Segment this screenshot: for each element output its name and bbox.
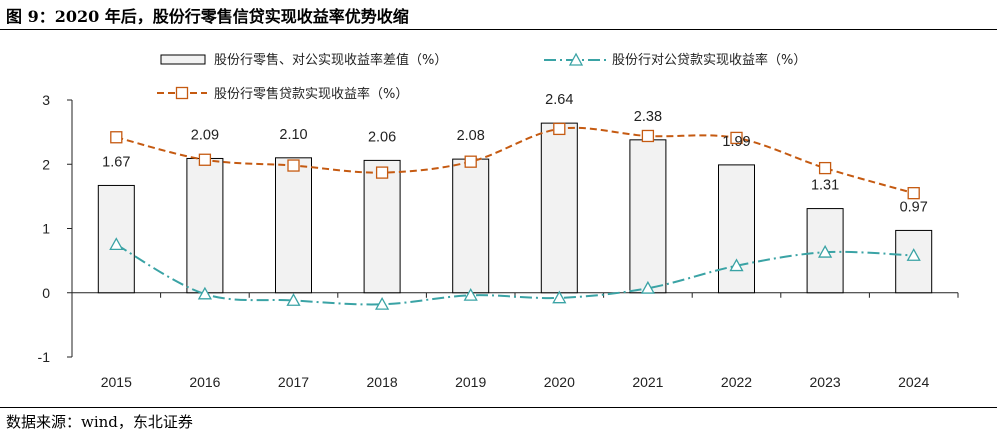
bar [718,164,755,294]
bar [629,139,667,294]
legend-label-diff: 股份行零售、对公实现收益率差值（%） [214,52,447,68]
triangle-marker [906,248,921,261]
chart: 股份行零售、对公实现收益率差值（%） 股份行对公贷款实现收益率（%） 股份行零售贷款… [38,52,959,390]
bar-value-label: 1.67 [102,154,130,170]
bar-value-label: 2.09 [191,127,219,143]
x-tick-label: 2016 [189,374,220,390]
square-marker [287,159,300,172]
bar [186,157,224,294]
y-tick-label: 1 [42,221,50,237]
square-marker [110,131,123,144]
y-tick-label: -1 [38,349,51,365]
x-tick-label: 2021 [632,374,663,390]
x-tick-label: 2020 [544,374,575,390]
bar-value-label: 1.31 [811,178,839,194]
y-tick-label: 3 [42,92,50,108]
bar [895,229,933,294]
square-marker [818,161,832,175]
bar [540,122,578,294]
square-marker [730,131,743,145]
triangle-marker [463,287,478,301]
triangle-marker [552,290,567,304]
x-tick-label: 2015 [101,374,132,390]
y-tick-label: 2 [42,156,50,172]
legend-label-retail: 股份行零售贷款实现收益率（%） [214,86,408,102]
chart-legend: 股份行零售、对公实现收益率差值（%） 股份行对公贷款实现收益率（%） 股份行零售贷款… [157,52,806,102]
corporate-yield-line [115,243,914,306]
x-tick-label: 2022 [721,374,752,390]
square-marker [198,153,212,166]
triangle-marker [197,286,213,300]
bar [452,158,490,294]
legend-label-corporate: 股份行对公贷款实现收益率（%） [612,52,806,68]
triangle-marker [729,258,744,272]
bar [363,159,401,294]
bar-series [97,122,933,294]
x-tick-label: 2018 [367,374,398,390]
source-note: 数据来源：wind，东北证券 [6,413,193,431]
square-marker [907,187,920,200]
data-labels: 1.67 2.09 2.10 2.06 2.08 2.64 2.38 1.99 1.31 0.97 [102,92,928,215]
square-marker [641,129,655,143]
top-rule [0,29,997,30]
triangle-marker [374,296,390,310]
triangle-marker [817,244,833,258]
legend-square-icon [175,86,189,100]
bottom-rule [0,407,997,408]
bar-value-label: 2.06 [368,129,396,145]
bar-value-label: 2.08 [457,128,485,144]
retail-yield-line [116,126,914,195]
x-tick-label: 2024 [898,374,929,390]
x-tick-label: 2019 [455,374,486,390]
figure-title: 图 9：2020 年后，股份行零售信贷实现收益率优势收缩 [6,7,409,26]
bar-value-label: 2.38 [634,109,662,125]
triangle-marker [286,293,301,306]
square-marker [553,122,566,136]
x-tick-label: 2017 [278,374,309,390]
legend-triangle-icon [568,52,584,66]
triangle-marker [109,237,124,251]
triangle-marker [640,280,656,294]
square-marker [464,155,477,168]
square-marker [375,166,389,179]
bar-value-label: 2.64 [545,92,573,108]
bar-value-label: 0.97 [900,199,928,215]
y-tick-label: 0 [42,285,50,301]
legend-bar-swatch [160,54,206,65]
x-tick-label: 2023 [810,374,841,390]
bar [275,157,312,294]
line-series [109,122,921,310]
bar-value-label: 1.99 [722,134,750,150]
bar-value-label: 2.10 [279,127,307,143]
